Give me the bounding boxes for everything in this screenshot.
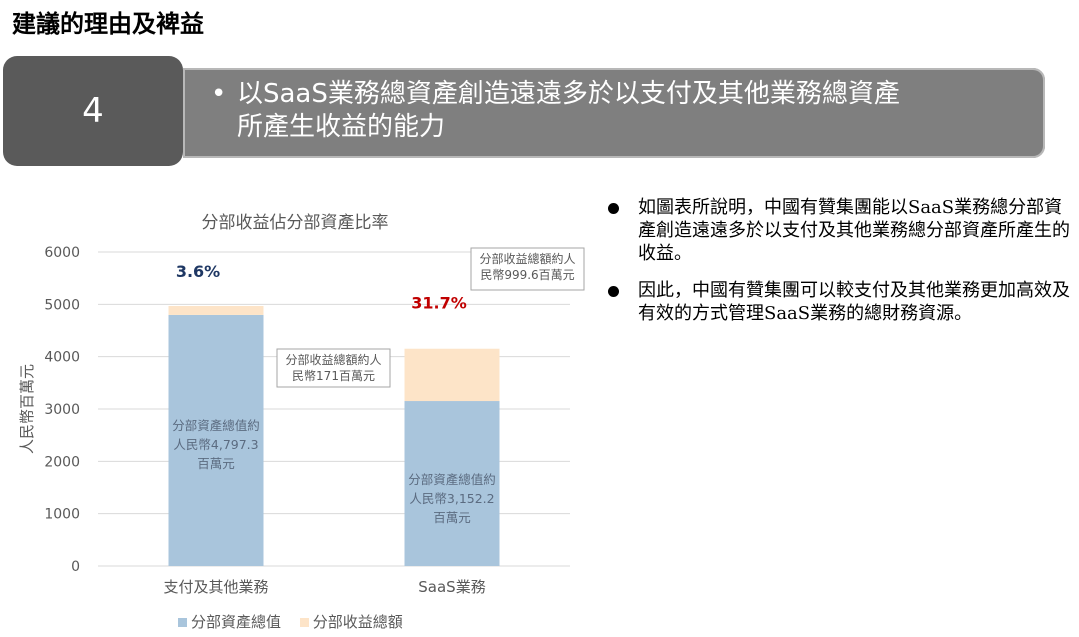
bullet-list: 如圖表所說明，中國有贊集團能以SaaS業務總分部資產創造遠遠多於以支付及其他業務… bbox=[606, 196, 1074, 339]
bullet-text: 因此，中國有贊集團可以較支付及其他業務更加高效及有效的方式管理SaaS業務的總財… bbox=[638, 280, 1070, 324]
bullet-item: 因此，中國有贊集團可以較支付及其他業務更加高效及有效的方式管理SaaS業務的總財… bbox=[606, 279, 1074, 325]
y-tick-label: 4000 bbox=[44, 350, 80, 366]
page-title: 建議的理由及裨益 bbox=[12, 10, 204, 38]
bar-segment bbox=[404, 348, 500, 402]
chart-labels: 支付及其他業務分部資產總值約人民幣4,797.3百萬元3.6%SaaS業務分部資… bbox=[163, 247, 585, 596]
bullet-dot-icon bbox=[608, 203, 619, 214]
asset-data-label: 百萬元 bbox=[197, 456, 235, 471]
legend-swatch-assets bbox=[178, 618, 187, 627]
bullet-item: 如圖表所說明，中國有贊集團能以SaaS業務總分部資產創造遠遠多於以支付及其他業務… bbox=[606, 196, 1074, 265]
chart: 分部收益佔分部資產比率 0 1000 2000 3000 4000 5000 6000 人民幣… bbox=[0, 190, 600, 637]
legend-item-revenue: 分部收益總額 bbox=[299, 613, 403, 631]
ratio-label: 31.7% bbox=[411, 294, 467, 313]
legend-label-revenue: 分部收益總額 bbox=[312, 613, 403, 631]
asset-data-label: 分部資產總值約 bbox=[408, 472, 496, 487]
bar-segment bbox=[168, 305, 264, 315]
ratio-label: 3.6% bbox=[176, 262, 220, 281]
bullet-text: 如圖表所說明，中國有贊集團能以SaaS業務總分部資產創造遠遠多於以支付及其他業務… bbox=[638, 197, 1070, 264]
banner-line-2: 所產生收益的能力 bbox=[237, 112, 446, 142]
bullet-dot-icon bbox=[608, 286, 619, 297]
y-tick-label: 3000 bbox=[44, 402, 80, 418]
chart-title: 分部收益佔分部資產比率 bbox=[201, 213, 389, 233]
asset-data-label: 分部資產總值約 bbox=[172, 418, 260, 433]
legend-swatch-revenue bbox=[299, 618, 309, 627]
revenue-callout-text: 民幣171百萬元 bbox=[292, 369, 375, 383]
y-axis-ticks: 0 1000 2000 3000 4000 5000 6000 人民幣百萬元 bbox=[18, 245, 80, 575]
bar-segment bbox=[404, 401, 500, 566]
revenue-callout-box bbox=[470, 247, 585, 291]
section-number: 4 bbox=[3, 56, 183, 166]
revenue-callout-box bbox=[276, 348, 391, 388]
x-tick-label: SaaS業務 bbox=[418, 578, 485, 596]
chart-bars bbox=[168, 305, 500, 566]
y-tick-label: 2000 bbox=[44, 454, 80, 470]
section-banner: • 以SaaS業務總資產創造遠遠多於以支付及其他業務總資產 所產生收益的能力 bbox=[183, 68, 1045, 158]
banner-text: • 以SaaS業務總資產創造遠遠多於以支付及其他業務總資產 所產生收益的能力 bbox=[211, 78, 1011, 144]
y-tick-label: 0 bbox=[71, 559, 80, 575]
legend-label-assets: 分部資產總值 bbox=[191, 613, 282, 631]
asset-data-label: 人民幣4,797.3 bbox=[173, 437, 258, 452]
y-tick-label: 6000 bbox=[44, 245, 80, 261]
revenue-callout-text: 分部收益總額約人 bbox=[285, 352, 381, 367]
banner-bullet: • bbox=[211, 79, 227, 109]
banner-line-1: 以SaaS業務總資產創造遠遠多於以支付及其他業務總資產 bbox=[237, 79, 900, 109]
y-tick-label: 5000 bbox=[44, 297, 80, 313]
revenue-callout-text: 分部收益總額約人 bbox=[479, 251, 575, 266]
revenue-callout-text: 民幣999.6百萬元 bbox=[480, 268, 574, 282]
chart-legend: 分部資產總值 分部收益總額 bbox=[178, 611, 417, 632]
y-axis-label: 人民幣百萬元 bbox=[18, 364, 36, 454]
x-tick-label: 支付及其他業務 bbox=[163, 578, 268, 596]
asset-data-label: 人民幣3,152.2 bbox=[409, 491, 494, 506]
asset-data-label: 百萬元 bbox=[433, 510, 471, 525]
y-tick-label: 1000 bbox=[44, 507, 80, 523]
bar-segment bbox=[168, 314, 264, 566]
legend-item-assets: 分部資產總值 bbox=[178, 613, 281, 631]
